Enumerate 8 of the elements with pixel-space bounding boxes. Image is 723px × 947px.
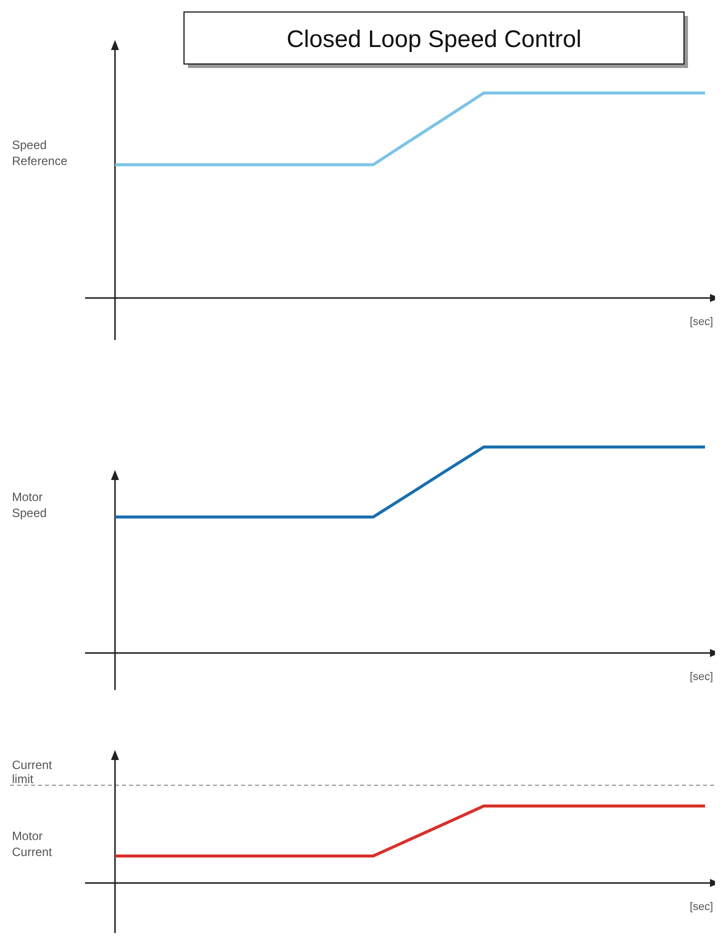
x-axis-title: [sec]: [690, 901, 713, 913]
y-axis-title: Motor Speed: [12, 490, 47, 520]
x-axis-title: [sec]: [690, 316, 713, 328]
chart-title: Closed Loop Speed Control: [286, 26, 582, 53]
y-axis-title: Motor Current: [12, 829, 53, 860]
x-axis-title: [sec]: [690, 671, 713, 683]
ref-line-label: Current limit: [12, 758, 53, 786]
y-axis-title: Speed Reference: [12, 138, 68, 168]
